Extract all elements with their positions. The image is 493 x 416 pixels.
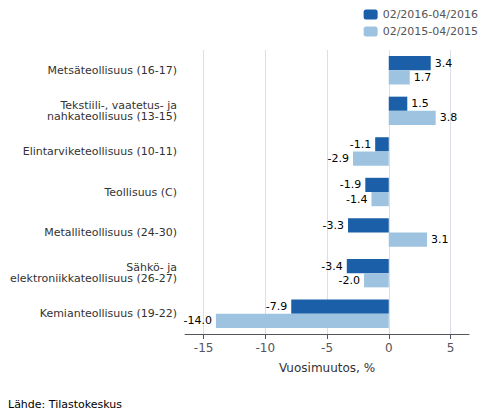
svg-text:-1.4: -1.4	[346, 193, 367, 206]
svg-text:-3.3: -3.3	[323, 219, 344, 232]
svg-text:-10: -10	[256, 341, 276, 355]
svg-text:Metsäteollisuus (16-17): Metsäteollisuus (16-17)	[48, 64, 177, 77]
svg-text:3.1: 3.1	[431, 233, 449, 246]
svg-text:Sähkö- ja: Sähkö- ja	[126, 261, 178, 275]
svg-text:Tekstiili-, vaatetus- ja: Tekstiili-, vaatetus- ja	[60, 98, 178, 112]
svg-text:Elintarviketeollisuus (10-11): Elintarviketeollisuus (10-11)	[23, 145, 177, 158]
svg-text:-14.0: -14.0	[183, 314, 211, 327]
svg-text:02/2015-04/2015: 02/2015-04/2015	[383, 25, 478, 38]
svg-text:5: 5	[447, 341, 455, 355]
svg-text:-3.4: -3.4	[321, 260, 342, 273]
svg-text:Kemianteollisuus (19-22): Kemianteollisuus (19-22)	[40, 307, 177, 320]
svg-text:Metalliteollisuus (24-30): Metalliteollisuus (24-30)	[44, 226, 177, 239]
svg-text:-1.1: -1.1	[350, 138, 371, 151]
svg-text:Lähde: Tilastokeskus: Lähde: Tilastokeskus	[8, 398, 122, 411]
svg-text:-5: -5	[321, 341, 333, 355]
svg-text:-15: -15	[194, 341, 214, 355]
svg-text:nahkateollisuus (13-15): nahkateollisuus (13-15)	[47, 110, 177, 123]
svg-text:0: 0	[385, 341, 393, 355]
svg-text:02/2016-04/2016: 02/2016-04/2016	[383, 8, 478, 21]
svg-text:Vuosimuutos, %: Vuosimuutos, %	[279, 361, 375, 375]
svg-text:1.7: 1.7	[414, 71, 432, 84]
svg-text:-2.0: -2.0	[339, 274, 360, 287]
svg-text:-1.9: -1.9	[340, 178, 361, 191]
svg-text:-7.9: -7.9	[266, 300, 287, 313]
svg-text:-2.9: -2.9	[327, 152, 348, 165]
svg-text:1.5: 1.5	[411, 97, 429, 110]
svg-text:3.8: 3.8	[440, 111, 458, 124]
svg-text:3.4: 3.4	[435, 57, 453, 70]
svg-text:elektroniikkateollisuus (26-27: elektroniikkateollisuus (26-27)	[10, 272, 177, 285]
svg-text:Teollisuus (C): Teollisuus (C)	[103, 186, 177, 199]
